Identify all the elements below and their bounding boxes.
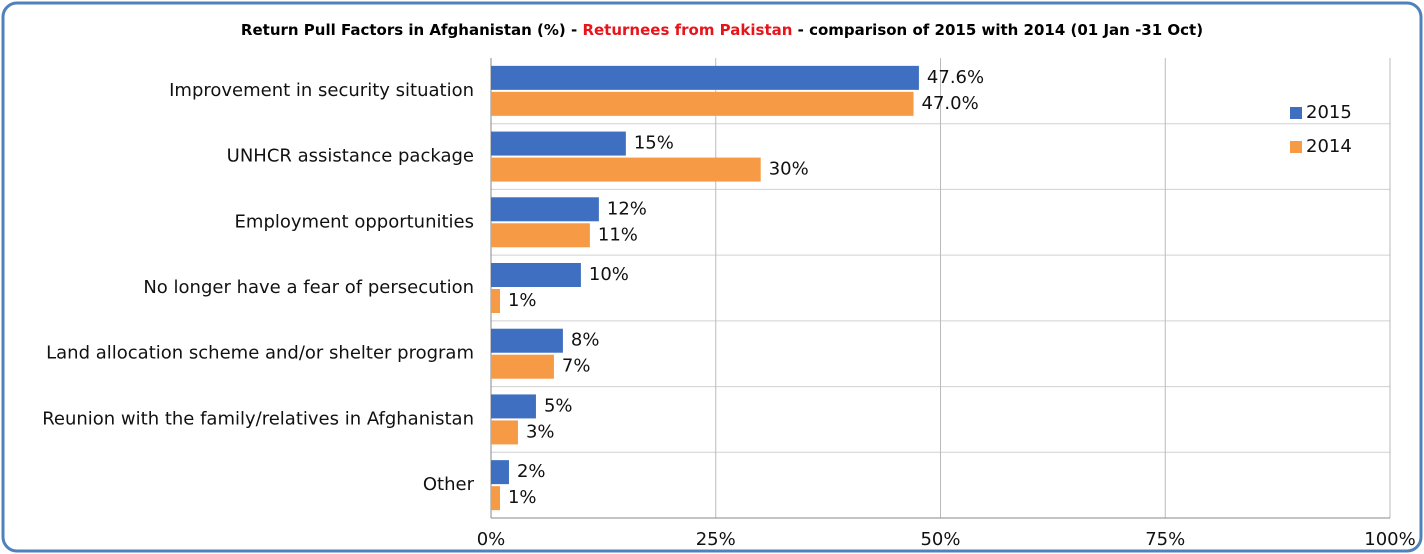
bar [491,223,590,248]
title-part: Return Pull Factors in Afghanistan (%) - [241,21,583,39]
value-label: 3% [526,421,555,442]
title-part: Returnees from Pakistan [582,21,792,39]
value-label: 2% [517,461,546,482]
x-tick-label: 25% [696,529,736,550]
value-label: 8% [571,330,600,351]
y-tick-label: UNHCR assistance package [227,146,474,167]
y-tick-label: No longer have a fear of persecution [143,277,474,298]
value-label: 10% [589,264,629,285]
x-tick-label: 50% [920,529,960,550]
y-tick-label: Reunion with the family/relatives in Afg… [42,408,474,429]
value-label: 12% [607,198,647,219]
bar [491,197,599,222]
bar [491,394,536,419]
x-tick-label: 100% [1364,529,1415,550]
bar [491,263,581,287]
y-tick-label: Employment opportunities [235,211,474,232]
bar [491,420,518,445]
value-label: 1% [508,487,537,508]
value-label: 30% [769,159,809,180]
bar [491,354,554,379]
legend-label: 2015 [1306,102,1352,123]
y-tick-label: Land allocation scheme and/or shelter pr… [46,343,474,364]
value-label: 47.0% [922,93,979,114]
chart-title: Return Pull Factors in Afghanistan (%) -… [241,21,1203,39]
title-part: - comparison of 2015 with 2014 (01 Jan -… [792,21,1203,39]
bar [491,328,563,353]
y-tick-label: Improvement in security situation [169,80,474,101]
bar [491,289,500,313]
legend-label: 2014 [1306,136,1352,157]
legend-swatch [1290,141,1302,153]
bar [491,460,509,485]
value-label: 5% [544,395,573,416]
value-label: 15% [634,133,674,154]
bar [491,157,761,182]
bar [491,65,919,90]
value-label: 47.6% [927,67,984,88]
bar [491,91,914,116]
bar [491,131,626,156]
value-label: 7% [562,356,591,377]
x-tick-label: 75% [1145,529,1185,550]
legend-swatch [1290,107,1302,119]
value-label: 11% [598,224,638,245]
value-label: 1% [508,290,537,311]
y-tick-label: Other [423,474,475,495]
bar [491,486,500,511]
x-tick-label: 0% [477,529,506,550]
